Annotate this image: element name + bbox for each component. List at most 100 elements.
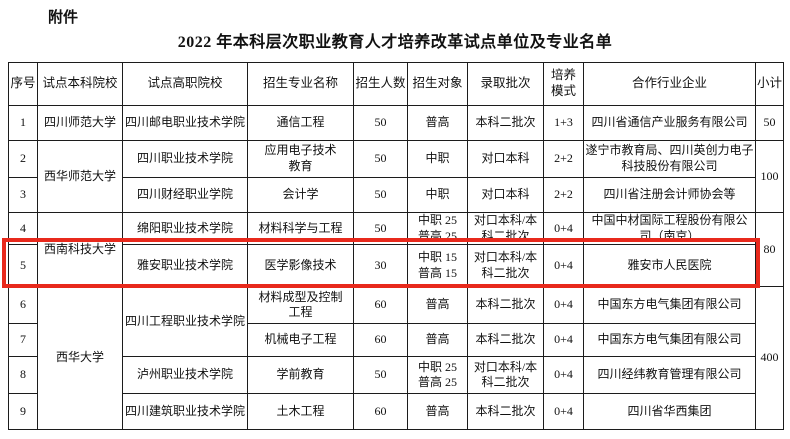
cell-major: 材料科学与工程 — [247, 211, 354, 246]
cell-partner: 中国东方电气集团有限公司 — [583, 286, 756, 325]
cell-batch: 本科二批次 — [467, 105, 544, 141]
cell-college: 泸州职业技术学院 — [122, 356, 248, 395]
cell-subtotal: 400 — [755, 286, 784, 431]
cell-batch: 本科二批次 — [467, 393, 544, 431]
cell-enrollment: 60 — [353, 393, 408, 431]
table-row: 4 西南科技大学 绵阳职业技术学院 材料科学与工程 50 中职 25 普高 25… — [8, 211, 784, 288]
cell-enrollment: 50 — [353, 211, 408, 246]
cell-mode: 2+2 — [543, 140, 584, 178]
cell-seq: 6 — [8, 286, 38, 325]
table-row: 1 四川师范大学 四川邮电职业技术学院 通信工程 50 普高 本科二批次 1+3… — [8, 105, 784, 141]
cell-university: 西南科技大学 — [37, 211, 123, 288]
cell-subtotal: 50 — [755, 105, 784, 141]
cell-college: 四川职业技术学院 — [122, 140, 248, 178]
table-row: 6 西华大学 四川工程职业技术学院 材料成型及控制 工程 60 普高 本科二批次… — [8, 286, 784, 431]
cell-mode: 0+4 — [543, 286, 584, 325]
cell-mode: 0+4 — [543, 393, 584, 431]
header-partner: 合作行业企业 — [583, 62, 756, 106]
header-seq: 序号 — [8, 62, 38, 106]
cell-major: 医学影像技术 — [247, 244, 354, 288]
cell-major: 应用电子技术 教育 — [247, 140, 354, 178]
cell-partner: 四川省通信产业服务有限公司 — [583, 105, 756, 141]
header-major: 招生专业名称 — [247, 62, 354, 106]
cell-target: 普高 — [407, 323, 468, 358]
table-row: 2 西华师范大学 四川职业技术学院 应用电子技术 教育 50 中职 对口本科 2… — [8, 140, 784, 213]
cell-batch: 对口本科/本 科二批次 — [467, 356, 544, 395]
cell-mode: 1+3 — [543, 105, 584, 141]
cell-college: 绵阳职业技术学院 — [122, 211, 248, 246]
cell-seq: 1 — [8, 105, 38, 141]
cell-enrollment: 50 — [353, 140, 408, 178]
cell-college: 四川财经职业学院 — [122, 177, 248, 213]
cell-batch: 对口本科 — [467, 140, 544, 178]
header-college: 试点高职院校 — [122, 62, 248, 106]
attachment-label: 附件 — [48, 10, 79, 26]
header-mode: 培养模式 — [543, 62, 584, 106]
cell-partner: 雅安市人民医院 — [583, 244, 756, 288]
page-title: 2022 年本科层次职业教育人才培养改革试点单位及专业名单 — [177, 34, 613, 51]
cell-partner: 四川省注册会计师协会等 — [583, 177, 756, 213]
table-row: 5 雅安职业技术学院 医学影像技术 30 中职 15 普高 15 对口本科/本 … — [8, 244, 784, 288]
cell-seq: 3 — [8, 177, 38, 213]
cell-college: 雅安职业技术学院 — [122, 244, 248, 288]
header-enrollment: 招生人数 — [353, 62, 408, 106]
header-batch: 录取批次 — [467, 62, 544, 106]
cell-seq: 9 — [8, 393, 38, 431]
cell-batch: 对口本科 — [467, 177, 544, 213]
cell-seq: 7 — [8, 323, 38, 358]
cell-partner: 四川经纬教育管理有限公司 — [583, 356, 756, 395]
cell-partner: 四川省华西集团 — [583, 393, 756, 431]
cell-enrollment: 50 — [353, 356, 408, 395]
header-university: 试点本科院校 — [37, 62, 123, 106]
cell-seq: 4 — [8, 211, 38, 246]
cell-enrollment: 60 — [353, 323, 408, 358]
cell-mode: 0+4 — [543, 356, 584, 395]
table-header-row: 序号 试点本科院校 试点高职院校 招生专业名称 招生人数 招生对象 录取批次 培… — [8, 62, 784, 106]
cell-major: 土木工程 — [247, 393, 354, 431]
cell-target: 中职 — [407, 177, 468, 213]
cell-batch: 对口本科/本 科二批次 — [467, 244, 544, 288]
cell-enrollment: 30 — [353, 244, 408, 288]
cell-university: 西华师范大学 — [37, 140, 123, 213]
cell-major: 机械电子工程 — [247, 323, 354, 358]
pilot-program-table: 序号 试点本科院校 试点高职院校 招生专业名称 招生人数 招生对象 录取批次 培… — [8, 62, 784, 431]
cell-partner: 遂宁市教育局、四川英创力电子 科技股份有限公司 — [583, 140, 756, 178]
cell-target: 中职 15 普高 15 — [407, 244, 468, 288]
cell-subtotal: 80 — [755, 211, 784, 288]
cell-seq: 2 — [8, 140, 38, 178]
header-target: 招生对象 — [407, 62, 468, 106]
cell-batch: 本科二批次 — [467, 286, 544, 325]
cell-mode: 0+4 — [543, 323, 584, 358]
cell-major: 学前教育 — [247, 356, 354, 395]
cell-partner: 中国中材国际工程股份有限公 司（南京） — [583, 211, 756, 246]
cell-mode: 0+4 — [543, 211, 584, 246]
header-subtotal: 小计 — [755, 62, 784, 106]
cell-university: 西华大学 — [37, 286, 123, 431]
table-row: 9 四川建筑职业技术学院 土木工程 60 普高 本科二批次 0+4 四川省华西集… — [8, 393, 784, 431]
cell-college: 四川邮电职业技术学院 — [122, 105, 248, 141]
cell-seq: 5 — [8, 244, 38, 288]
cell-enrollment: 60 — [353, 286, 408, 325]
cell-major: 通信工程 — [247, 105, 354, 141]
cell-enrollment: 50 — [353, 105, 408, 141]
cell-target: 普高 — [407, 393, 468, 431]
cell-seq: 8 — [8, 356, 38, 395]
cell-target: 普高 — [407, 105, 468, 141]
cell-major: 材料成型及控制 工程 — [247, 286, 354, 325]
cell-batch: 对口本科/本 科二批次 — [467, 211, 544, 246]
cell-college: 四川工程职业技术学院 — [122, 286, 248, 358]
cell-target: 中职 25 普高 25 — [407, 356, 468, 395]
table-row: 8 泸州职业技术学院 学前教育 50 中职 25 普高 25 对口本科/本 科二… — [8, 356, 784, 395]
table-row: 3 四川财经职业学院 会计学 50 中职 对口本科 2+2 四川省注册会计师协会… — [8, 177, 784, 213]
cell-mode: 2+2 — [543, 177, 584, 213]
table-row: 7 机械电子工程 60 普高 本科二批次 0+4 中国东方电气集团有限公司 — [8, 323, 784, 358]
cell-batch: 本科二批次 — [467, 323, 544, 358]
cell-university: 四川师范大学 — [37, 105, 123, 141]
cell-target: 中职 — [407, 140, 468, 178]
cell-target: 中职 25 普高 25 — [407, 211, 468, 246]
cell-partner: 中国东方电气集团有限公司 — [583, 323, 756, 358]
cell-target: 普高 — [407, 286, 468, 325]
cell-college: 四川建筑职业技术学院 — [122, 393, 248, 431]
cell-major: 会计学 — [247, 177, 354, 213]
